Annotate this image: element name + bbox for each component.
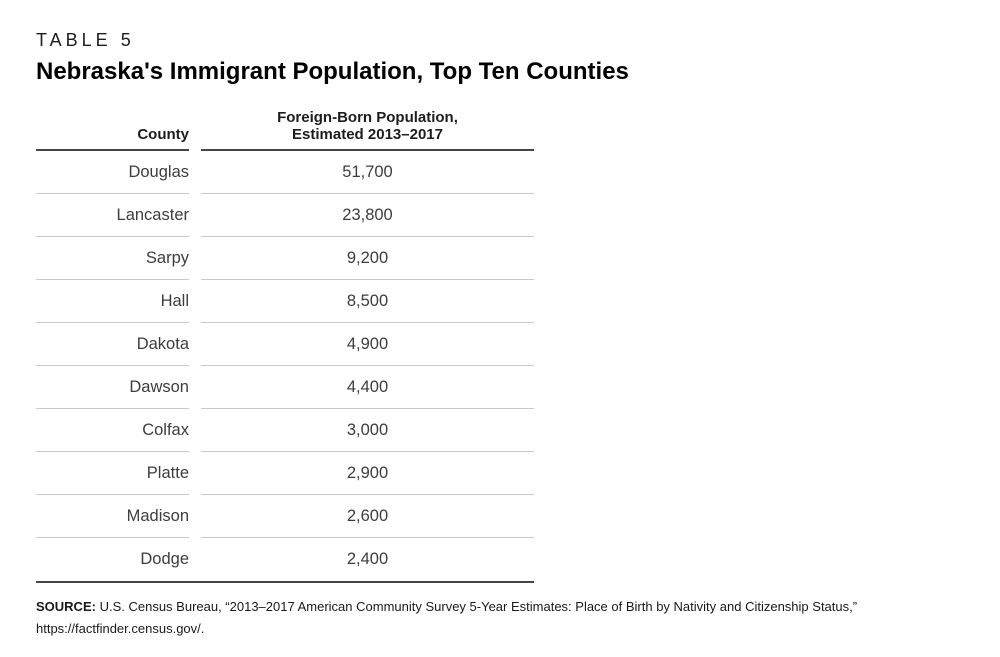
table-row: Dakota 4,900 — [36, 323, 534, 366]
county-cell: Madison — [36, 495, 189, 538]
table-row: Platte 2,900 — [36, 452, 534, 495]
county-cell: Platte — [36, 452, 189, 495]
table-row: Dodge 2,400 — [36, 538, 534, 581]
column-header-population: Foreign-Born Population, Estimated 2013–… — [201, 109, 534, 151]
source-note: SOURCE: U.S. Census Bureau, “2013–2017 A… — [36, 596, 926, 640]
column-header-population-line1: Foreign-Born Population, — [277, 109, 458, 126]
county-cell: Dawson — [36, 366, 189, 409]
table-row: Hall 8,500 — [36, 280, 534, 323]
county-cell: Hall — [36, 280, 189, 323]
table-label: TABLE 5 — [36, 30, 135, 50]
county-cell: Sarpy — [36, 237, 189, 280]
population-cell: 2,600 — [201, 495, 534, 538]
population-cell: 2,900 — [201, 452, 534, 495]
table-row: Sarpy 9,200 — [36, 237, 534, 280]
population-cell: 4,900 — [201, 323, 534, 366]
county-cell: Lancaster — [36, 194, 189, 237]
table-header-row: County Foreign-Born Population, Estimate… — [36, 109, 534, 151]
table-row: Colfax 3,000 — [36, 409, 534, 452]
table-row: Lancaster 23,800 — [36, 194, 534, 237]
population-cell: 23,800 — [201, 194, 534, 237]
data-table: County Foreign-Born Population, Estimate… — [36, 109, 534, 583]
source-text: U.S. Census Bureau, “2013–2017 American … — [99, 599, 858, 614]
population-cell: 9,200 — [201, 237, 534, 280]
table-row: Madison 2,600 — [36, 495, 534, 538]
population-cell: 4,400 — [201, 366, 534, 409]
county-cell: Colfax — [36, 409, 189, 452]
table-title: Nebraska's Immigrant Population, Top Ten… — [36, 58, 629, 85]
source-label: SOURCE: — [36, 599, 96, 614]
column-header-county: County — [36, 126, 189, 151]
document-page: TABLE 5 Nebraska's Immigrant Population,… — [36, 30, 926, 640]
table-row: Dawson 4,400 — [36, 366, 534, 409]
population-cell: 8,500 — [201, 280, 534, 323]
population-cell: 51,700 — [201, 151, 534, 194]
county-cell: Dakota — [36, 323, 189, 366]
county-cell: Dodge — [140, 550, 189, 568]
table-row: Douglas 51,700 — [36, 151, 534, 194]
column-header-population-line2: Estimated 2013–2017 — [292, 126, 443, 143]
county-cell: Douglas — [36, 151, 189, 194]
population-cell: 3,000 — [201, 409, 534, 452]
population-cell: 2,400 — [346, 550, 389, 568]
source-url: https://factfinder.census.gov/. — [36, 621, 205, 636]
